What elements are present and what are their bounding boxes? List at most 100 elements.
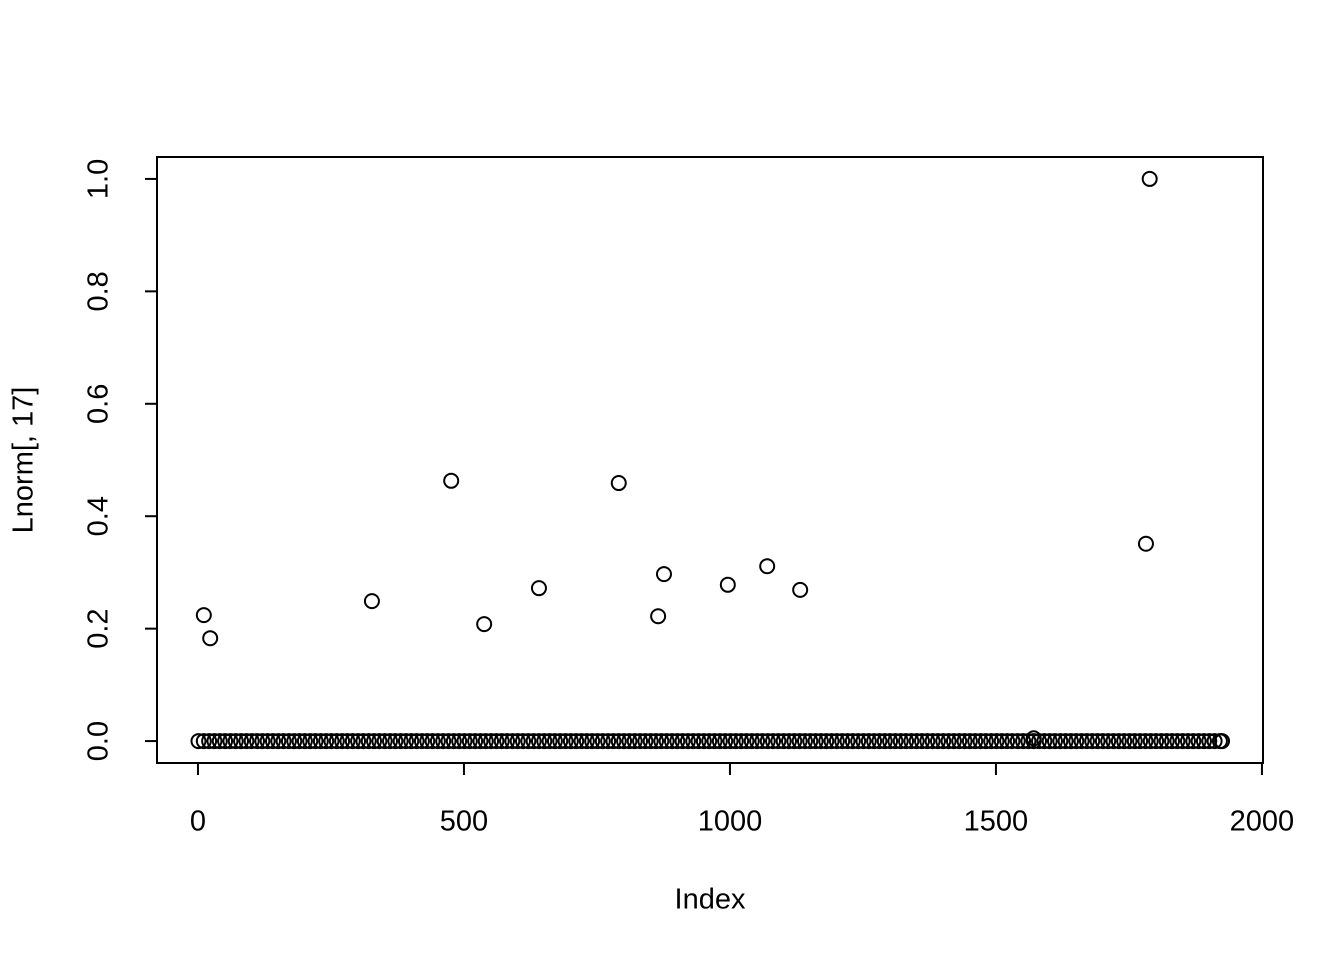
x-tick-label: 500 — [440, 806, 488, 838]
point — [530, 580, 547, 597]
point — [1078, 733, 1095, 750]
point — [387, 733, 404, 750]
point — [363, 593, 380, 610]
point — [972, 733, 989, 750]
point — [275, 733, 292, 750]
point — [663, 733, 680, 750]
point — [1126, 733, 1143, 750]
point — [467, 733, 484, 750]
point — [653, 733, 670, 750]
point — [792, 581, 809, 598]
point — [1206, 733, 1223, 750]
point — [403, 733, 420, 750]
point — [1137, 535, 1154, 552]
point — [1158, 733, 1175, 750]
point — [504, 733, 521, 750]
y-tick-label: 0.6 — [83, 384, 115, 424]
point — [1148, 733, 1165, 750]
point — [243, 733, 260, 750]
point — [908, 733, 925, 750]
point — [280, 733, 297, 750]
point — [770, 733, 787, 750]
point — [759, 558, 776, 575]
point — [1141, 170, 1158, 187]
point — [1116, 733, 1133, 750]
point — [477, 733, 494, 750]
point — [1036, 733, 1053, 750]
point — [541, 733, 558, 750]
point — [195, 733, 212, 750]
point — [1009, 733, 1026, 750]
point — [312, 733, 329, 750]
point — [655, 566, 672, 583]
point — [983, 733, 1000, 750]
point — [568, 733, 585, 750]
point — [195, 607, 212, 624]
point — [286, 733, 303, 750]
point — [1105, 733, 1122, 750]
point — [717, 733, 734, 750]
point — [1201, 733, 1218, 750]
y-tick-label: 0.0 — [83, 721, 115, 761]
point — [993, 733, 1010, 750]
point — [791, 733, 808, 750]
point — [1185, 733, 1202, 750]
point — [515, 733, 532, 750]
point — [1073, 733, 1090, 750]
point — [834, 733, 851, 750]
point — [828, 733, 845, 750]
point — [366, 733, 383, 750]
point — [355, 733, 372, 750]
point — [701, 733, 718, 750]
point — [382, 733, 399, 750]
point — [578, 733, 595, 750]
point — [334, 733, 351, 750]
point — [1169, 733, 1186, 750]
point — [443, 472, 460, 489]
point — [584, 733, 601, 750]
point — [940, 733, 957, 750]
point — [695, 733, 712, 750]
point — [919, 733, 936, 750]
point — [445, 733, 462, 750]
point — [1174, 733, 1191, 750]
point — [844, 733, 861, 750]
point — [456, 733, 473, 750]
point — [440, 733, 457, 750]
point — [296, 733, 313, 750]
point — [765, 733, 782, 750]
point — [807, 733, 824, 750]
point — [898, 733, 915, 750]
point — [754, 733, 771, 750]
point — [887, 733, 904, 750]
point — [1094, 733, 1111, 750]
x-tick-label: 1000 — [698, 806, 763, 838]
point — [626, 733, 643, 750]
point — [435, 733, 452, 750]
point — [344, 733, 361, 750]
point — [1068, 733, 1085, 750]
point — [264, 733, 281, 750]
point — [397, 733, 414, 750]
point — [190, 733, 207, 750]
point — [961, 733, 978, 750]
y-tick-label: 0.2 — [83, 608, 115, 648]
point — [472, 733, 489, 750]
point — [371, 733, 388, 750]
point — [951, 733, 968, 750]
point — [552, 733, 569, 750]
point — [860, 733, 877, 750]
point — [328, 733, 345, 750]
point — [302, 733, 319, 750]
point — [632, 733, 649, 750]
point — [988, 733, 1005, 750]
point — [530, 733, 547, 750]
point — [291, 733, 308, 750]
point — [1195, 733, 1212, 750]
point — [202, 630, 219, 647]
point — [520, 733, 537, 750]
point — [775, 733, 792, 750]
point — [722, 733, 739, 750]
point — [1179, 733, 1196, 750]
point — [892, 733, 909, 750]
